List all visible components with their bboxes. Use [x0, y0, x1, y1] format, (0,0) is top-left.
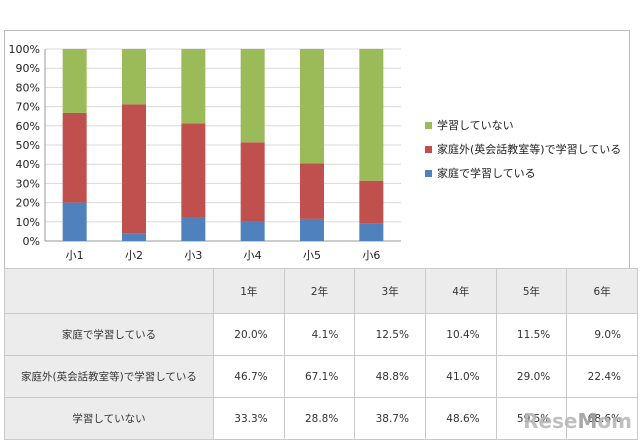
logo-text-tail: om	[597, 409, 632, 433]
col-header: 6年	[566, 268, 638, 314]
col-header: 2年	[283, 268, 356, 314]
table-cell: 4.1%	[283, 313, 356, 356]
bar-segment	[300, 218, 324, 241]
x-tick-label: 小1	[66, 249, 84, 262]
x-tick-label: 小3	[184, 249, 202, 262]
table-cell: 20.0%	[213, 313, 285, 356]
bar-segment	[359, 180, 384, 224]
y-tick-label: 50%	[16, 139, 40, 152]
row-label: 家庭外(英会話教室等)で学習している	[4, 355, 214, 398]
table-cell: 38.7%	[354, 397, 426, 440]
table-cell: 48.6%	[424, 397, 497, 440]
bar-segment	[359, 49, 384, 181]
row-label: 学習していない	[4, 397, 214, 440]
x-tick-label: 小4	[244, 249, 262, 262]
table-cell: 28.8%	[283, 397, 356, 440]
bar-segment	[122, 233, 146, 241]
legend-label: 家庭外(英会話教室等)で学習している	[437, 142, 621, 156]
table-header-row: 1年 2年 3年 4年 5年 6年	[4, 268, 638, 314]
table-cell: 11.5%	[495, 313, 568, 356]
y-tick-label: 100%	[9, 43, 40, 56]
col-header: 3年	[354, 268, 426, 314]
bar-segment	[359, 223, 384, 241]
x-tick-label: 小2	[125, 249, 143, 262]
data-table: 1年 2年 3年 4年 5年 6年 家庭で学習している 20.0% 4.1% 1…	[4, 268, 638, 440]
table-cell: 67.1%	[283, 355, 356, 398]
resemom-logo: ReseMom	[523, 409, 632, 433]
x-tick-label: 小6	[362, 249, 380, 262]
y-tick-label: 20%	[16, 197, 40, 210]
logo-accent: M	[577, 409, 598, 433]
bar-segment	[122, 104, 146, 234]
col-header: 1年	[213, 268, 285, 314]
bar-segment	[122, 49, 146, 105]
bar-segment	[240, 142, 265, 222]
table-row: 家庭外(英会話教室等)で学習している 46.7% 67.1% 48.8% 41.…	[4, 355, 638, 398]
bar-segment	[62, 112, 87, 203]
row-label: 家庭で学習している	[4, 313, 214, 356]
y-tick-label: 0%	[23, 235, 40, 248]
bar-segment	[62, 202, 87, 241]
table-cell: 33.3%	[213, 397, 285, 440]
table-cell: 68.6%	[566, 397, 638, 440]
bar-segment	[181, 123, 206, 217]
y-tick-label: 10%	[16, 216, 40, 229]
legend-swatch	[425, 146, 432, 153]
y-tick-label: 80%	[16, 81, 40, 94]
table-cell: 59.5%	[495, 397, 568, 440]
table-cell: 10.4%	[424, 313, 497, 356]
table-cell: 29.0%	[495, 355, 568, 398]
y-tick-label: 40%	[16, 158, 40, 171]
legend-swatch	[425, 170, 432, 177]
bar-segment	[300, 163, 324, 219]
col-header: 5年	[495, 268, 568, 314]
y-tick-label: 30%	[16, 177, 40, 190]
bar-segment	[181, 217, 206, 241]
y-tick-label: 70%	[16, 101, 40, 114]
table-cell: 48.8%	[354, 355, 426, 398]
bar-segment	[240, 221, 265, 241]
chart-panel: 0% 10% 20% 30% 40% 50% 60% 70% 80% 90% 100% 小1 小2 小3 小…	[4, 30, 630, 270]
table-cell: 12.5%	[354, 313, 426, 356]
table-cell: 9.0%	[566, 313, 638, 356]
x-tick-label: 小5	[303, 249, 321, 262]
legend-swatch	[425, 122, 432, 129]
y-tick-label: 60%	[16, 120, 40, 133]
col-header: 4年	[424, 268, 497, 314]
stacked-bar-chart: 0% 10% 20% 30% 40% 50% 60% 70% 80% 90% 100% 小1 小2 小3 小…	[9, 43, 622, 262]
legend-label: 家庭で学習している	[437, 166, 536, 180]
table-row: 学習していない 33.3% 28.8% 38.7% 48.6% 59.5% 68…	[4, 397, 638, 440]
bar-segment	[300, 49, 324, 164]
table-corner-cell	[4, 268, 214, 314]
bar-segment	[181, 49, 206, 124]
table-row: 家庭で学習している 20.0% 4.1% 12.5% 10.4% 11.5% 9…	[4, 313, 638, 356]
bar-segment	[62, 49, 87, 113]
bar-segment	[240, 49, 265, 143]
table-cell: 22.4%	[566, 355, 638, 398]
logo-text: Rese	[523, 409, 578, 433]
table-cell: 41.0%	[424, 355, 497, 398]
legend-label: 学習していない	[437, 118, 514, 132]
y-tick-label: 90%	[16, 62, 40, 75]
table-cell: 46.7%	[213, 355, 285, 398]
